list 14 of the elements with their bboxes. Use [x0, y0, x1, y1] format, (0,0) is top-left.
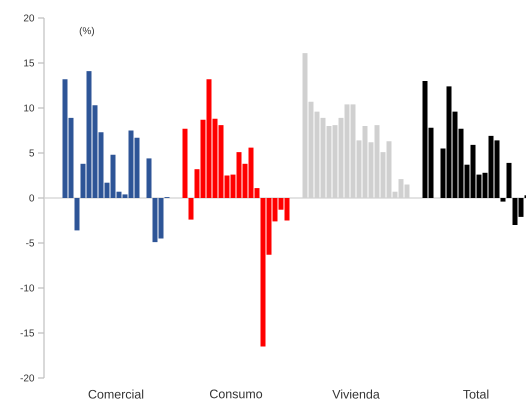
x-tick-label: Total	[463, 390, 488, 399]
y-tick-label: 0	[29, 194, 34, 202]
y-axis-title: (%)	[80, 26, 94, 36]
y-tick-label: 10	[24, 104, 34, 112]
y-tick-label: -20	[20, 374, 34, 382]
x-tick-label: Vivienda	[332, 390, 380, 399]
y-tick-label: -10	[20, 284, 34, 292]
y-tick-label: 20	[24, 14, 34, 22]
y-tick-label: -15	[20, 330, 34, 336]
y-tick-label: -5	[26, 240, 34, 246]
x-tick-label: Consumo	[210, 390, 262, 398]
y-tick-label: 15	[24, 60, 34, 66]
y-tick-label: 5	[29, 150, 34, 156]
x-tick-label: Comercial	[88, 390, 144, 399]
